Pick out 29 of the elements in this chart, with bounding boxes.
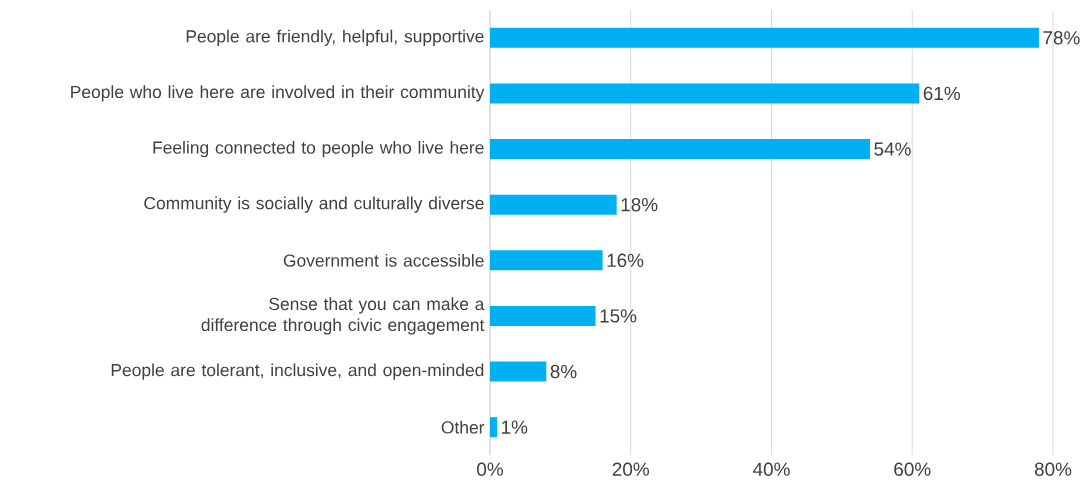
y-tick-label: Sense that you can make a difference through civic engagement xyxy=(201,297,485,335)
bar xyxy=(490,139,871,160)
data-label: 54% xyxy=(874,142,911,156)
x-tick-label: 0% xyxy=(477,462,503,476)
data-label: 78% xyxy=(1043,31,1080,45)
bar xyxy=(490,250,603,271)
x-tick-label: 60% xyxy=(894,462,931,476)
data-label: 18% xyxy=(621,197,658,212)
data-label: 15% xyxy=(600,309,637,323)
bar xyxy=(490,27,1039,48)
y-tick-label: People are friendly, helpful, supportive xyxy=(186,29,484,46)
bar xyxy=(490,194,617,215)
y-tick-label: Feeling connected to people who live here xyxy=(153,140,484,158)
data-label: 16% xyxy=(607,253,644,268)
x-tick-label: 20% xyxy=(612,462,650,476)
y-tick-label: Government is accessible xyxy=(283,253,484,267)
bar xyxy=(490,417,498,438)
x-tick-label: 80% xyxy=(1034,462,1072,476)
bar xyxy=(490,305,596,326)
y-tick-label: People are tolerant, inclusive, and open-minded xyxy=(111,363,484,380)
bar xyxy=(490,83,920,104)
data-label: 8% xyxy=(550,364,577,379)
y-tick-label: People who live here are involved in their community xyxy=(71,85,485,102)
x-tick-label: 40% xyxy=(752,462,790,476)
y-tick-label: Community is socially and culturally diverse xyxy=(144,196,484,213)
bar xyxy=(490,361,547,382)
y-tick-label: Other xyxy=(441,420,485,434)
data-label: 61% xyxy=(923,86,961,101)
data-label: 1% xyxy=(501,420,528,434)
